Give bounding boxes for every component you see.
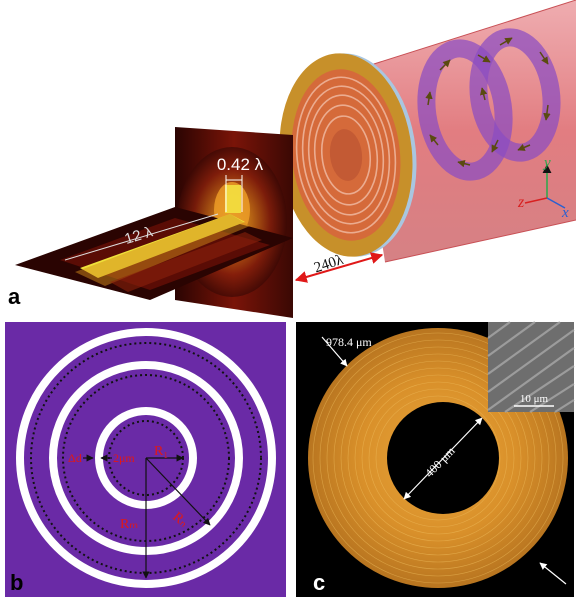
coordinate-axes: y z x <box>517 155 569 221</box>
lens-rings <box>295 76 397 234</box>
field-width-annotation: 0.42 λ <box>217 155 264 212</box>
vortex-rings <box>417 28 561 181</box>
longitudinal-field-plane <box>15 207 293 300</box>
lens-disk <box>279 53 417 257</box>
axis-z-label: z <box>517 194 525 211</box>
dimension-width: 2μm <box>113 451 135 465</box>
panel-b-label: b <box>10 570 23 595</box>
vortex-arrows <box>425 37 551 168</box>
inner-diameter-arrow <box>403 417 483 500</box>
radius-arrows <box>142 454 211 579</box>
distance-label: 240λ <box>312 252 346 277</box>
inset-scale-label: 10 μm <box>520 393 549 405</box>
panel-a-label: a <box>8 284 21 309</box>
radius-n-label: Rₙ <box>169 510 190 531</box>
panel-c: 10 μm 978.4 μm 400 μm c <box>296 321 575 597</box>
field-width-label: 0.42 λ <box>217 155 264 174</box>
radius-m-label: Rₘ <box>120 517 138 532</box>
axis-x-label: x <box>561 205 569 221</box>
panel-a: 0.42 λ 12 λ 240λ y z x a <box>8 0 576 318</box>
distance-annotation: 240λ <box>294 252 384 283</box>
panel-b: Δd 2μm R₁ Rₙ Rₘ b <box>5 322 286 597</box>
outer-diameter-arrows <box>321 336 567 585</box>
sem-inset: 10 μm <box>487 321 575 413</box>
dimension-delta-d: Δd <box>68 451 82 465</box>
axis-y-label: y <box>542 155 551 171</box>
outer-diameter-label: 978.4 μm <box>326 335 372 349</box>
panel-c-label: c <box>313 570 325 595</box>
radius-1-label: R₁ <box>154 444 168 459</box>
